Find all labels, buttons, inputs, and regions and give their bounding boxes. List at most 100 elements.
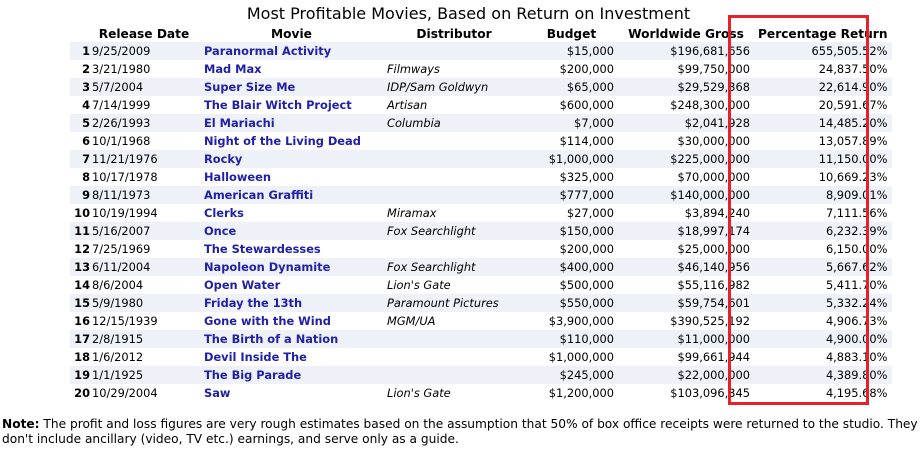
worldwide-gross-cell: $196,681,656 [618, 42, 754, 60]
movie-title-link[interactable]: American Graffiti [204, 188, 314, 202]
release-date-cell: 7/25/1969 [90, 240, 200, 258]
worldwide-gross-cell: $46,140,956 [618, 258, 754, 276]
percentage-return-cell: 24,837.50% [754, 60, 892, 78]
percentage-return-cell: 655,505.52% [754, 42, 892, 60]
movie-cell: Clerks [200, 204, 383, 222]
movie-title-link[interactable]: Once [204, 224, 237, 238]
distributor-cell [383, 42, 525, 60]
movie-title-link[interactable]: Open Water [204, 278, 281, 292]
movie-title-link[interactable]: El Mariachi [204, 116, 275, 130]
percentage-return-cell: 5,667.62% [754, 258, 892, 276]
table-row: 7 11/21/1976 Rocky $1,000,000 $225,000,000 11… [70, 150, 892, 168]
rank-cell: 10 [70, 204, 90, 222]
release-date-cell: 11/21/1976 [90, 150, 200, 168]
distributor-cell [383, 348, 525, 366]
table-body: 1 9/25/2009 Paranormal Activity $15,000 $196… [70, 42, 892, 402]
release-date-cell: 8/11/1973 [90, 186, 200, 204]
percentage-return-cell: 14,485.20% [754, 114, 892, 132]
release-date-cell: 1/1/1925 [90, 366, 200, 384]
budget-cell: $1,000,000 [525, 348, 618, 366]
release-date-header[interactable]: Release Date [90, 25, 200, 42]
percentage-return-header[interactable]: Percentage Return [754, 25, 892, 42]
release-date-cell: 9/25/2009 [90, 42, 200, 60]
budget-cell: $1,200,000 [525, 384, 618, 402]
movies-table: Release Date Movie Distributor Budget Wo… [70, 25, 892, 402]
table-row: 10 10/19/1994 Clerks Miramax $27,000 $3,894,2… [70, 204, 892, 222]
table-row: 8 10/17/1978 Halloween $325,000 $70,000,000 1… [70, 168, 892, 186]
movie-cell: Night of the Living Dead [200, 132, 383, 150]
percentage-return-cell: 22,614.90% [754, 78, 892, 96]
distributor-cell: IDP/Sam Goldwyn [383, 78, 525, 96]
percentage-return-cell: 4,900.00% [754, 330, 892, 348]
movie-title-link[interactable]: Saw [204, 386, 231, 400]
budget-header[interactable]: Budget [525, 25, 618, 42]
movie-title-link[interactable]: Friday the 13th [204, 296, 303, 310]
worldwide-gross-cell: $70,000,000 [618, 168, 754, 186]
worldwide-gross-cell: $225,000,000 [618, 150, 754, 168]
movie-cell: Halloween [200, 168, 383, 186]
worldwide-gross-cell: $59,754,601 [618, 294, 754, 312]
budget-cell: $600,000 [525, 96, 618, 114]
rank-cell: 17 [70, 330, 90, 348]
worldwide-gross-cell: $140,000,000 [618, 186, 754, 204]
worldwide-gross-cell: $3,894,240 [618, 204, 754, 222]
movie-cell: Napoleon Dynamite [200, 258, 383, 276]
movie-title-link[interactable]: Clerks [204, 206, 244, 220]
percentage-return-cell: 4,883.10% [754, 348, 892, 366]
percentage-return-cell: 8,909.01% [754, 186, 892, 204]
movie-title-link[interactable]: Paranormal Activity [204, 44, 332, 58]
movie-cell: Once [200, 222, 383, 240]
movie-title-link[interactable]: Rocky [204, 152, 243, 166]
movie-title-link[interactable]: The Big Parade [204, 368, 302, 382]
movie-title-link[interactable]: Night of the Living Dead [204, 134, 361, 148]
release-date-cell: 5/9/1980 [90, 294, 200, 312]
table-header-row: Release Date Movie Distributor Budget Wo… [70, 25, 892, 42]
table-row: 15 5/9/1980 Friday the 13th Paramount Pictu… [70, 294, 892, 312]
budget-cell: $550,000 [525, 294, 618, 312]
worldwide-gross-cell: $248,300,000 [618, 96, 754, 114]
distributor-cell: Lion's Gate [383, 384, 525, 402]
table-row: 17 2/8/1915 The Birth of a Nation $110,000 $… [70, 330, 892, 348]
distributor-header[interactable]: Distributor [383, 25, 525, 42]
movie-title-link[interactable]: Napoleon Dynamite [204, 260, 331, 274]
rank-cell: 12 [70, 240, 90, 258]
movie-title-link[interactable]: Super Size Me [204, 80, 296, 94]
worldwide-gross-cell: $30,000,000 [618, 132, 754, 150]
movie-cell: Paranormal Activity [200, 42, 383, 60]
movie-title-link[interactable]: The Birth of a Nation [204, 332, 339, 346]
percentage-return-cell: 5,332.24% [754, 294, 892, 312]
distributor-cell: Paramount Pictures [383, 294, 525, 312]
movie-title-link[interactable]: The Stewardesses [204, 242, 321, 256]
rank-header [70, 25, 90, 42]
movie-title-link[interactable]: The Blair Witch Project [204, 98, 352, 112]
rank-cell: 1 [70, 42, 90, 60]
percentage-return-cell: 5,411.70% [754, 276, 892, 294]
note-label: Note: [2, 417, 40, 431]
budget-cell: $65,000 [525, 78, 618, 96]
movie-title-link[interactable]: Devil Inside The [204, 350, 307, 364]
percentage-return-cell: 6,150.00% [754, 240, 892, 258]
budget-cell: $7,000 [525, 114, 618, 132]
movie-header[interactable]: Movie [200, 25, 383, 42]
distributor-cell [383, 150, 525, 168]
movie-title-link[interactable]: Gone with the Wind [204, 314, 331, 328]
movie-title-link[interactable]: Halloween [204, 170, 271, 184]
budget-cell: $200,000 [525, 240, 618, 258]
movie-cell: The Blair Witch Project [200, 96, 383, 114]
movie-title-link[interactable]: Mad Max [204, 62, 262, 76]
budget-cell: $150,000 [525, 222, 618, 240]
table-row: 19 1/1/1925 The Big Parade $245,000 $22,000,… [70, 366, 892, 384]
movie-cell: The Birth of a Nation [200, 330, 383, 348]
budget-cell: $1,000,000 [525, 150, 618, 168]
worldwide-gross-cell: $99,661,944 [618, 348, 754, 366]
rank-cell: 11 [70, 222, 90, 240]
distributor-cell [383, 366, 525, 384]
distributor-cell [383, 186, 525, 204]
worldwide-gross-header[interactable]: Worldwide Gross [618, 25, 754, 42]
budget-cell: $3,900,000 [525, 312, 618, 330]
distributor-cell [383, 240, 525, 258]
budget-cell: $110,000 [525, 330, 618, 348]
distributor-cell: Miramax [383, 204, 525, 222]
percentage-return-cell: 7,111.56% [754, 204, 892, 222]
distributor-cell: Lion's Gate [383, 276, 525, 294]
